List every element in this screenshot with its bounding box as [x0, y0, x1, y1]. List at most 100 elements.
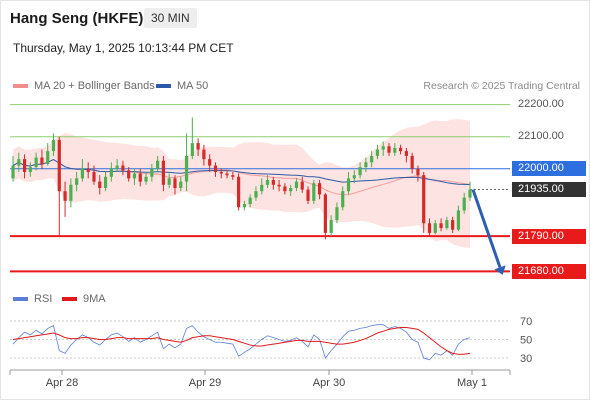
candle-body: [11, 165, 15, 179]
candle-body: [22, 159, 27, 172]
candle-body: [300, 181, 304, 190]
candle-body: [184, 155, 189, 182]
candle-body: [468, 189, 472, 198]
candle-body: [225, 173, 229, 176]
rsi-axis-label: 30: [520, 353, 532, 365]
candle-body: [92, 171, 96, 182]
candle-body: [34, 157, 38, 168]
candle-body: [358, 167, 362, 176]
candle-body: [398, 147, 403, 152]
rsi-swatch: [13, 297, 28, 301]
candle-body: [375, 149, 380, 156]
candle-body: [57, 139, 61, 192]
candle-body: [433, 223, 437, 233]
level-label-resistance: 22100.00: [518, 130, 564, 143]
candle-body: [51, 139, 56, 152]
candle-body: [109, 168, 113, 177]
candle-body: [173, 178, 177, 188]
candle-body: [277, 184, 281, 187]
candle-body: [260, 184, 264, 192]
candle-body: [248, 197, 252, 205]
candle-body: [456, 210, 461, 230]
candle-body: [381, 146, 385, 150]
candle-body: [167, 178, 171, 185]
candle-body: [98, 181, 102, 188]
candle-body: [294, 181, 299, 188]
candle-body: [364, 162, 368, 168]
candle-body: [254, 191, 258, 198]
candle-body: [422, 175, 426, 224]
bollinger-band-fill: [13, 119, 470, 249]
candle-body: [75, 178, 79, 185]
candle-body: [208, 159, 212, 166]
legend-rsi-ma: 9MA: [62, 293, 106, 305]
x-axis-label: Apr 28: [46, 377, 78, 389]
candle-body: [352, 175, 356, 179]
copyright-text: Research © 2025 Trading Central: [423, 80, 580, 92]
timeframe-badge[interactable]: 30 MIN: [144, 8, 197, 28]
level-label-current: 21935.00: [512, 182, 586, 198]
legend-bollinger: MA 20 + Bollinger Bands: [13, 80, 155, 92]
candle-body: [63, 191, 67, 201]
legend-bollinger-label: MA 20 + Bollinger Bands: [34, 80, 155, 92]
candle-body: [138, 173, 142, 182]
candle-body: [17, 159, 21, 166]
candle-body: [103, 176, 108, 188]
candle-body: [317, 183, 322, 195]
legend-rsi: RSI: [13, 293, 52, 305]
candle-body: [28, 167, 32, 172]
candle-body: [271, 179, 275, 185]
level-label-pivot: 22000.00: [512, 161, 586, 177]
bollinger-swatch: [13, 84, 28, 88]
candle-body: [156, 160, 160, 169]
x-axis-label: May 1: [457, 377, 487, 389]
timestamp: Thursday, May 1, 2025 10:13:44 PM CET: [13, 41, 234, 55]
candle-body: [387, 146, 391, 153]
candle-body: [46, 151, 50, 164]
legend-rsi-ma-label: 9MA: [83, 293, 106, 305]
candle-body: [121, 165, 125, 171]
candle-body: [265, 179, 270, 185]
legend-ma50: MA 50: [156, 80, 208, 92]
candle-body: [179, 181, 183, 188]
rsi-ma-swatch: [62, 297, 77, 301]
candle-body: [393, 147, 397, 153]
x-axis-label: Apr 29: [189, 377, 221, 389]
candle-body: [306, 189, 310, 201]
ma50-swatch: [156, 84, 171, 88]
candle-body: [346, 178, 351, 192]
candle-body: [237, 176, 241, 208]
level-label-resistance: 22200.00: [518, 98, 564, 111]
candle-body: [451, 220, 455, 230]
legend-ma50-label: MA 50: [177, 80, 209, 92]
candle-body: [416, 168, 420, 176]
candle-body: [213, 165, 218, 172]
candle-body: [427, 223, 432, 233]
candle-body: [242, 204, 246, 208]
candle-body: [341, 191, 345, 208]
candle-body: [370, 155, 374, 163]
candle-body: [410, 155, 414, 169]
candle-body: [86, 168, 90, 172]
candle-body: [127, 170, 131, 179]
candle-body: [445, 220, 449, 229]
x-axis-label: Apr 30: [313, 377, 345, 389]
rsi-axis-label: 70: [520, 316, 532, 328]
instrument-title: Hang Seng (HKFE): [10, 10, 144, 27]
candle-body: [323, 194, 327, 233]
candle-body: [439, 223, 443, 229]
candle-body: [132, 173, 137, 179]
candle-body: [219, 171, 223, 174]
candle-body: [144, 176, 148, 182]
rsi-line: [12, 324, 471, 361]
candle-body: [196, 143, 200, 150]
candle-body: [335, 207, 339, 221]
candle-body: [289, 188, 293, 192]
candle-body: [312, 183, 316, 201]
candle-body: [115, 165, 119, 169]
forecast-arrow-shaft: [471, 189, 502, 268]
candle-body: [283, 186, 287, 192]
legend-rsi-label: RSI: [34, 293, 53, 305]
candle-body: [202, 149, 206, 160]
